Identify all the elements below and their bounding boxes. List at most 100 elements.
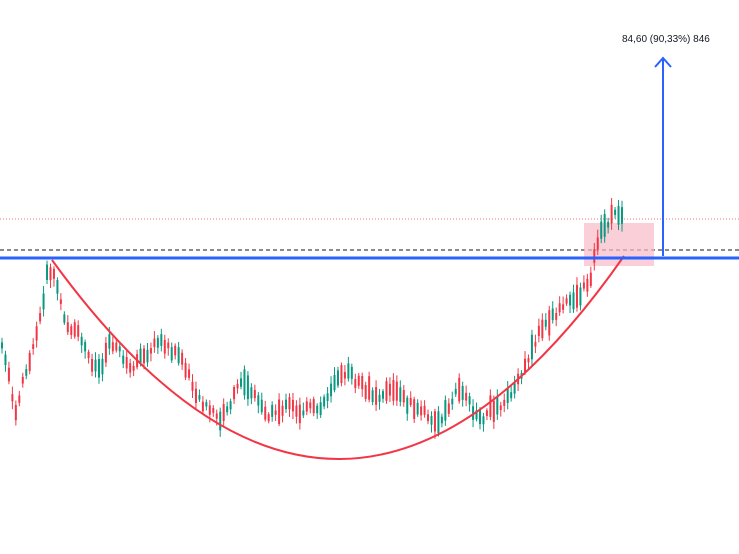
candle-body — [513, 383, 516, 394]
candle-body — [222, 404, 225, 421]
candle-body — [496, 397, 499, 415]
candle-body — [174, 345, 177, 356]
candle-body — [423, 405, 426, 415]
candle-body — [305, 401, 308, 412]
candle-body — [125, 357, 128, 369]
candle-body — [354, 378, 357, 389]
candle-body — [149, 348, 152, 354]
candle-body — [385, 381, 388, 401]
candlestick-series — [1, 198, 623, 439]
candle-body — [7, 367, 10, 382]
candle-body — [427, 414, 430, 422]
candle-body — [257, 395, 260, 406]
candle-body — [579, 287, 582, 306]
candle-body — [198, 395, 201, 400]
candle-body — [49, 267, 52, 281]
candle-body — [215, 413, 218, 419]
candle-body — [454, 388, 457, 395]
candle-body — [153, 338, 156, 348]
candle-body — [361, 375, 364, 390]
candle-body — [399, 387, 402, 402]
candle-body — [264, 406, 267, 420]
candle-body — [437, 411, 440, 434]
candle-body — [84, 342, 87, 352]
candle-body — [468, 396, 471, 405]
candle-body — [562, 304, 565, 310]
candle-body — [440, 416, 443, 424]
candle-body — [347, 363, 350, 379]
candle-body — [565, 298, 568, 304]
candle-body — [416, 402, 419, 415]
candle-body — [447, 403, 450, 414]
candle-body — [572, 292, 575, 310]
candle-body — [333, 374, 336, 391]
candle-body — [413, 399, 416, 420]
candle-body — [548, 310, 551, 336]
candle-body — [402, 390, 405, 403]
candle-body — [285, 399, 288, 410]
candle-body — [111, 342, 114, 352]
candle-body — [378, 394, 381, 402]
candle-body — [28, 352, 31, 371]
candle-body — [87, 351, 90, 358]
candle-body — [260, 399, 263, 413]
candle-body — [409, 398, 412, 405]
candle-body — [316, 405, 319, 414]
candle-body — [524, 358, 527, 373]
candle-body — [465, 392, 468, 401]
candle-body — [21, 376, 24, 384]
candle-body — [219, 411, 222, 431]
candle-body — [194, 388, 197, 404]
candle-body — [444, 400, 447, 421]
candle-body — [541, 319, 544, 339]
candle-body — [250, 387, 253, 399]
candle-body — [288, 397, 291, 410]
candle-body — [63, 314, 66, 323]
candle-body — [357, 375, 360, 386]
candle-body — [239, 378, 242, 387]
candle-body — [177, 347, 180, 364]
candle-body — [46, 264, 49, 280]
candle-body — [537, 325, 540, 336]
candle-body — [527, 358, 530, 363]
candle-body — [503, 399, 506, 406]
candle-body — [205, 402, 208, 407]
candle-body — [558, 303, 561, 313]
candle-body — [184, 362, 187, 378]
candle-body — [226, 406, 229, 413]
candle-body — [129, 363, 132, 373]
candle-body — [25, 369, 28, 376]
candle-body — [118, 346, 121, 352]
candle-body — [188, 369, 191, 378]
candle-body — [621, 207, 623, 224]
cup-curve[interactable] — [51, 255, 625, 460]
candle-body — [77, 325, 80, 337]
candle-body — [458, 377, 461, 402]
candle-body — [101, 358, 104, 375]
candle-body — [569, 294, 572, 306]
candle-body — [278, 399, 281, 425]
candle-body — [32, 344, 35, 349]
candle-body — [451, 398, 454, 405]
candle-body — [461, 385, 464, 400]
candle-body — [146, 349, 149, 363]
candle-body — [267, 414, 270, 422]
candle-body — [281, 405, 284, 416]
candle-body — [530, 334, 533, 360]
candle-body — [475, 410, 478, 420]
candle-body — [607, 221, 610, 228]
candle-body — [212, 407, 215, 413]
candle-body — [593, 249, 596, 263]
candle-body — [233, 387, 236, 400]
candle-body — [596, 237, 599, 250]
candle-body — [143, 348, 146, 364]
candle-body — [243, 369, 246, 396]
candle-body — [156, 337, 159, 348]
candle-body — [482, 416, 485, 425]
candle-body — [132, 365, 135, 371]
candle-body — [350, 366, 353, 379]
candle-body — [4, 354, 7, 366]
candle-body — [589, 272, 592, 286]
target-measure-label: 84,60 (90,33%) 846 — [622, 34, 710, 45]
